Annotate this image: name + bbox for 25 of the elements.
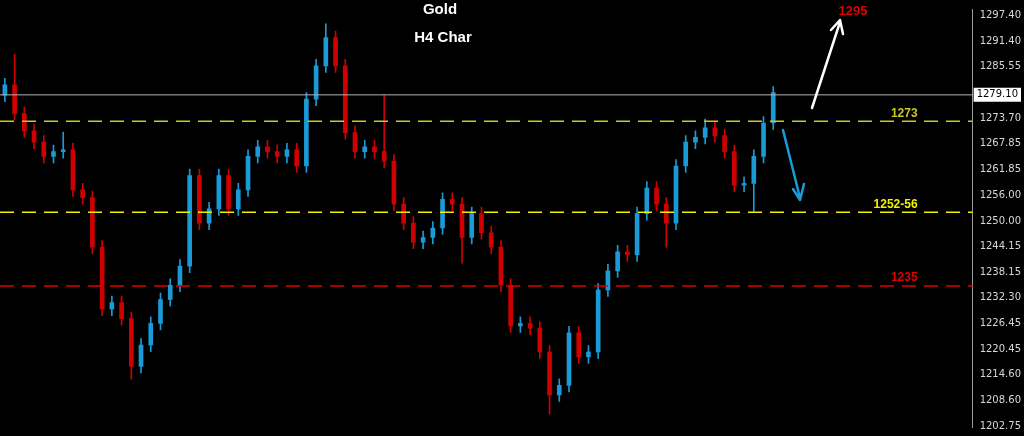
y-tick-label: 1297.40 bbox=[979, 9, 1022, 21]
ref-line-label: 1252-56 bbox=[873, 196, 918, 211]
y-tick-label: 1214.60 bbox=[979, 368, 1022, 380]
y-tick-label: 1250.00 bbox=[979, 214, 1022, 226]
ref-line-label: 1279.10 bbox=[976, 88, 1019, 100]
candlestick bbox=[60, 131, 66, 159]
chart-title: Gold bbox=[422, 0, 458, 18]
ref-line-label: 1273 bbox=[890, 105, 918, 120]
y-tick-label: 1232.30 bbox=[979, 291, 1022, 303]
y-tick-label: 1238.15 bbox=[979, 266, 1022, 278]
text: H4 Char bbox=[414, 28, 472, 46]
y-tick-label: 1273.70 bbox=[979, 111, 1022, 123]
ref-line-label: 1235 bbox=[890, 270, 918, 285]
y-tick-label: 1285.55 bbox=[979, 60, 1022, 72]
y-tick-label: 1291.40 bbox=[979, 35, 1022, 47]
y-tick-label: 1226.45 bbox=[979, 316, 1022, 328]
y-tick-label: 1220.45 bbox=[979, 342, 1022, 354]
y-tick-label: 1202.75 bbox=[979, 419, 1022, 431]
y-tick-label: 1267.85 bbox=[979, 137, 1022, 149]
y-tick-label: 1261.85 bbox=[979, 163, 1022, 175]
candlestick bbox=[381, 94, 387, 169]
annotation: 1295 bbox=[838, 2, 868, 18]
y-tick-label: 1244.15 bbox=[979, 240, 1022, 251]
y-tick-label: 1256.00 bbox=[979, 188, 1022, 200]
y-tick-label: 1208.60 bbox=[979, 394, 1022, 406]
